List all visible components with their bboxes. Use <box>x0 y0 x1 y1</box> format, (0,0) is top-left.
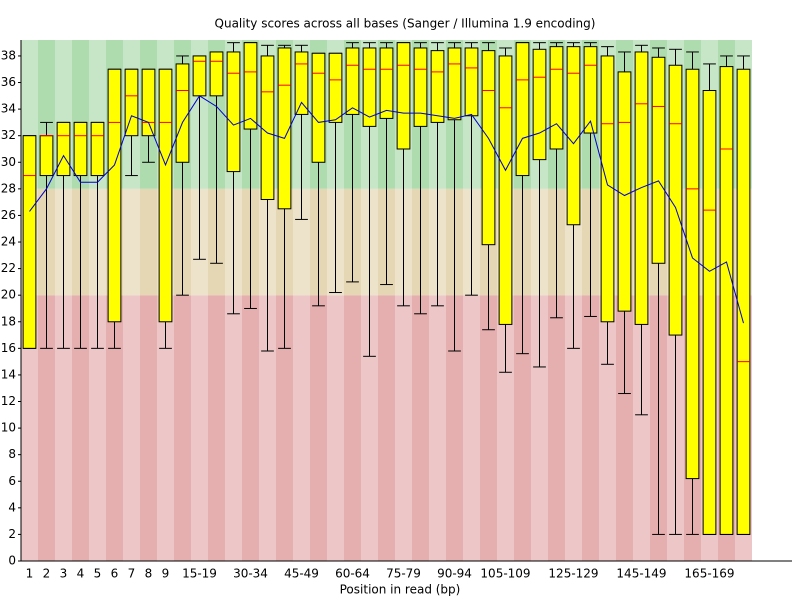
y-tick-label: 36 <box>1 75 16 89</box>
x-tick-label: 9 <box>162 567 170 581</box>
box <box>107 68 122 323</box>
box <box>583 46 598 134</box>
x-tick-label: 2 <box>43 567 51 581</box>
box <box>515 42 530 177</box>
box <box>430 50 445 123</box>
y-tick-label: 32 <box>1 128 16 142</box>
box <box>73 121 88 177</box>
x-tick-label: 7 <box>128 567 136 581</box>
y-tick-label: 18 <box>1 314 16 328</box>
x-tick-label: 75-79 <box>386 567 421 581</box>
x-tick-label: 90-94 <box>437 567 472 581</box>
x-tick-label: 60-64 <box>335 567 370 581</box>
x-tick-label: 1 <box>26 567 34 581</box>
x-tick-label: 105-109 <box>480 567 530 581</box>
x-tick-label: 145-149 <box>616 567 666 581</box>
box <box>141 68 156 137</box>
box <box>56 121 71 177</box>
y-tick-label: 34 <box>1 102 16 116</box>
stripe <box>123 40 140 561</box>
y-tick-label: 12 <box>1 394 16 408</box>
x-tick-label: 8 <box>145 567 153 581</box>
box <box>617 71 632 312</box>
y-tick-label: 4 <box>8 500 16 514</box>
x-tick-label: 30-34 <box>233 567 268 581</box>
box <box>719 66 734 535</box>
box <box>175 63 190 163</box>
box <box>311 52 326 163</box>
y-tick-label: 26 <box>1 208 16 222</box>
box <box>294 51 309 115</box>
box <box>532 48 547 161</box>
y-tick-label: 30 <box>1 155 16 169</box>
stripe <box>191 40 208 561</box>
y-tick-label: 22 <box>1 261 16 275</box>
box <box>362 47 377 127</box>
box <box>260 55 275 200</box>
x-tick-label: 4 <box>77 567 85 581</box>
box <box>464 47 479 117</box>
box <box>345 47 360 115</box>
box <box>651 56 666 264</box>
mean-line <box>29 95 744 324</box>
box <box>243 42 258 130</box>
y-tick-label: 10 <box>1 421 16 435</box>
box <box>226 51 241 173</box>
stripe <box>293 40 310 561</box>
box <box>158 68 173 323</box>
box <box>22 135 37 349</box>
quality-zone <box>21 295 752 561</box>
box <box>549 46 564 150</box>
x-tick-label: 15-19 <box>182 567 217 581</box>
box <box>498 55 513 325</box>
box <box>277 47 292 210</box>
x-tick-label: 125-129 <box>548 567 598 581</box>
box <box>124 68 139 137</box>
y-tick-label: 8 <box>8 447 16 461</box>
chart-title: Quality scores across all bases (Sanger … <box>215 17 596 31</box>
x-tick-label: 165-169 <box>684 567 734 581</box>
y-tick-label: 14 <box>1 367 16 381</box>
box <box>209 51 224 97</box>
y-tick-label: 38 <box>1 48 16 62</box>
y-tick-label: 16 <box>1 341 16 355</box>
x-tick-label: 6 <box>111 567 119 581</box>
box <box>634 51 649 325</box>
box <box>39 135 54 177</box>
box <box>600 55 615 323</box>
box <box>668 64 683 336</box>
box <box>90 121 105 177</box>
box <box>447 47 462 121</box>
box <box>481 50 496 246</box>
x-axis-label: Position in read (bp) <box>340 583 461 597</box>
box <box>685 68 700 480</box>
stripe <box>463 40 480 561</box>
stripe <box>327 40 344 561</box>
x-tick-label: 45-49 <box>284 567 319 581</box>
y-tick-label: 6 <box>8 474 16 488</box>
box <box>396 42 411 150</box>
y-tick-label: 2 <box>8 527 16 541</box>
y-tick-label: 20 <box>1 288 16 302</box>
box <box>379 47 394 119</box>
box <box>736 68 751 535</box>
box <box>413 47 428 127</box>
y-tick-label: 24 <box>1 235 16 249</box>
box <box>192 55 207 97</box>
x-tick-label: 3 <box>60 567 68 581</box>
box <box>328 52 343 123</box>
y-tick-label: 0 <box>8 554 16 568</box>
box <box>702 90 717 535</box>
y-tick-label: 28 <box>1 181 16 195</box>
x-tick-label: 5 <box>94 567 102 581</box>
